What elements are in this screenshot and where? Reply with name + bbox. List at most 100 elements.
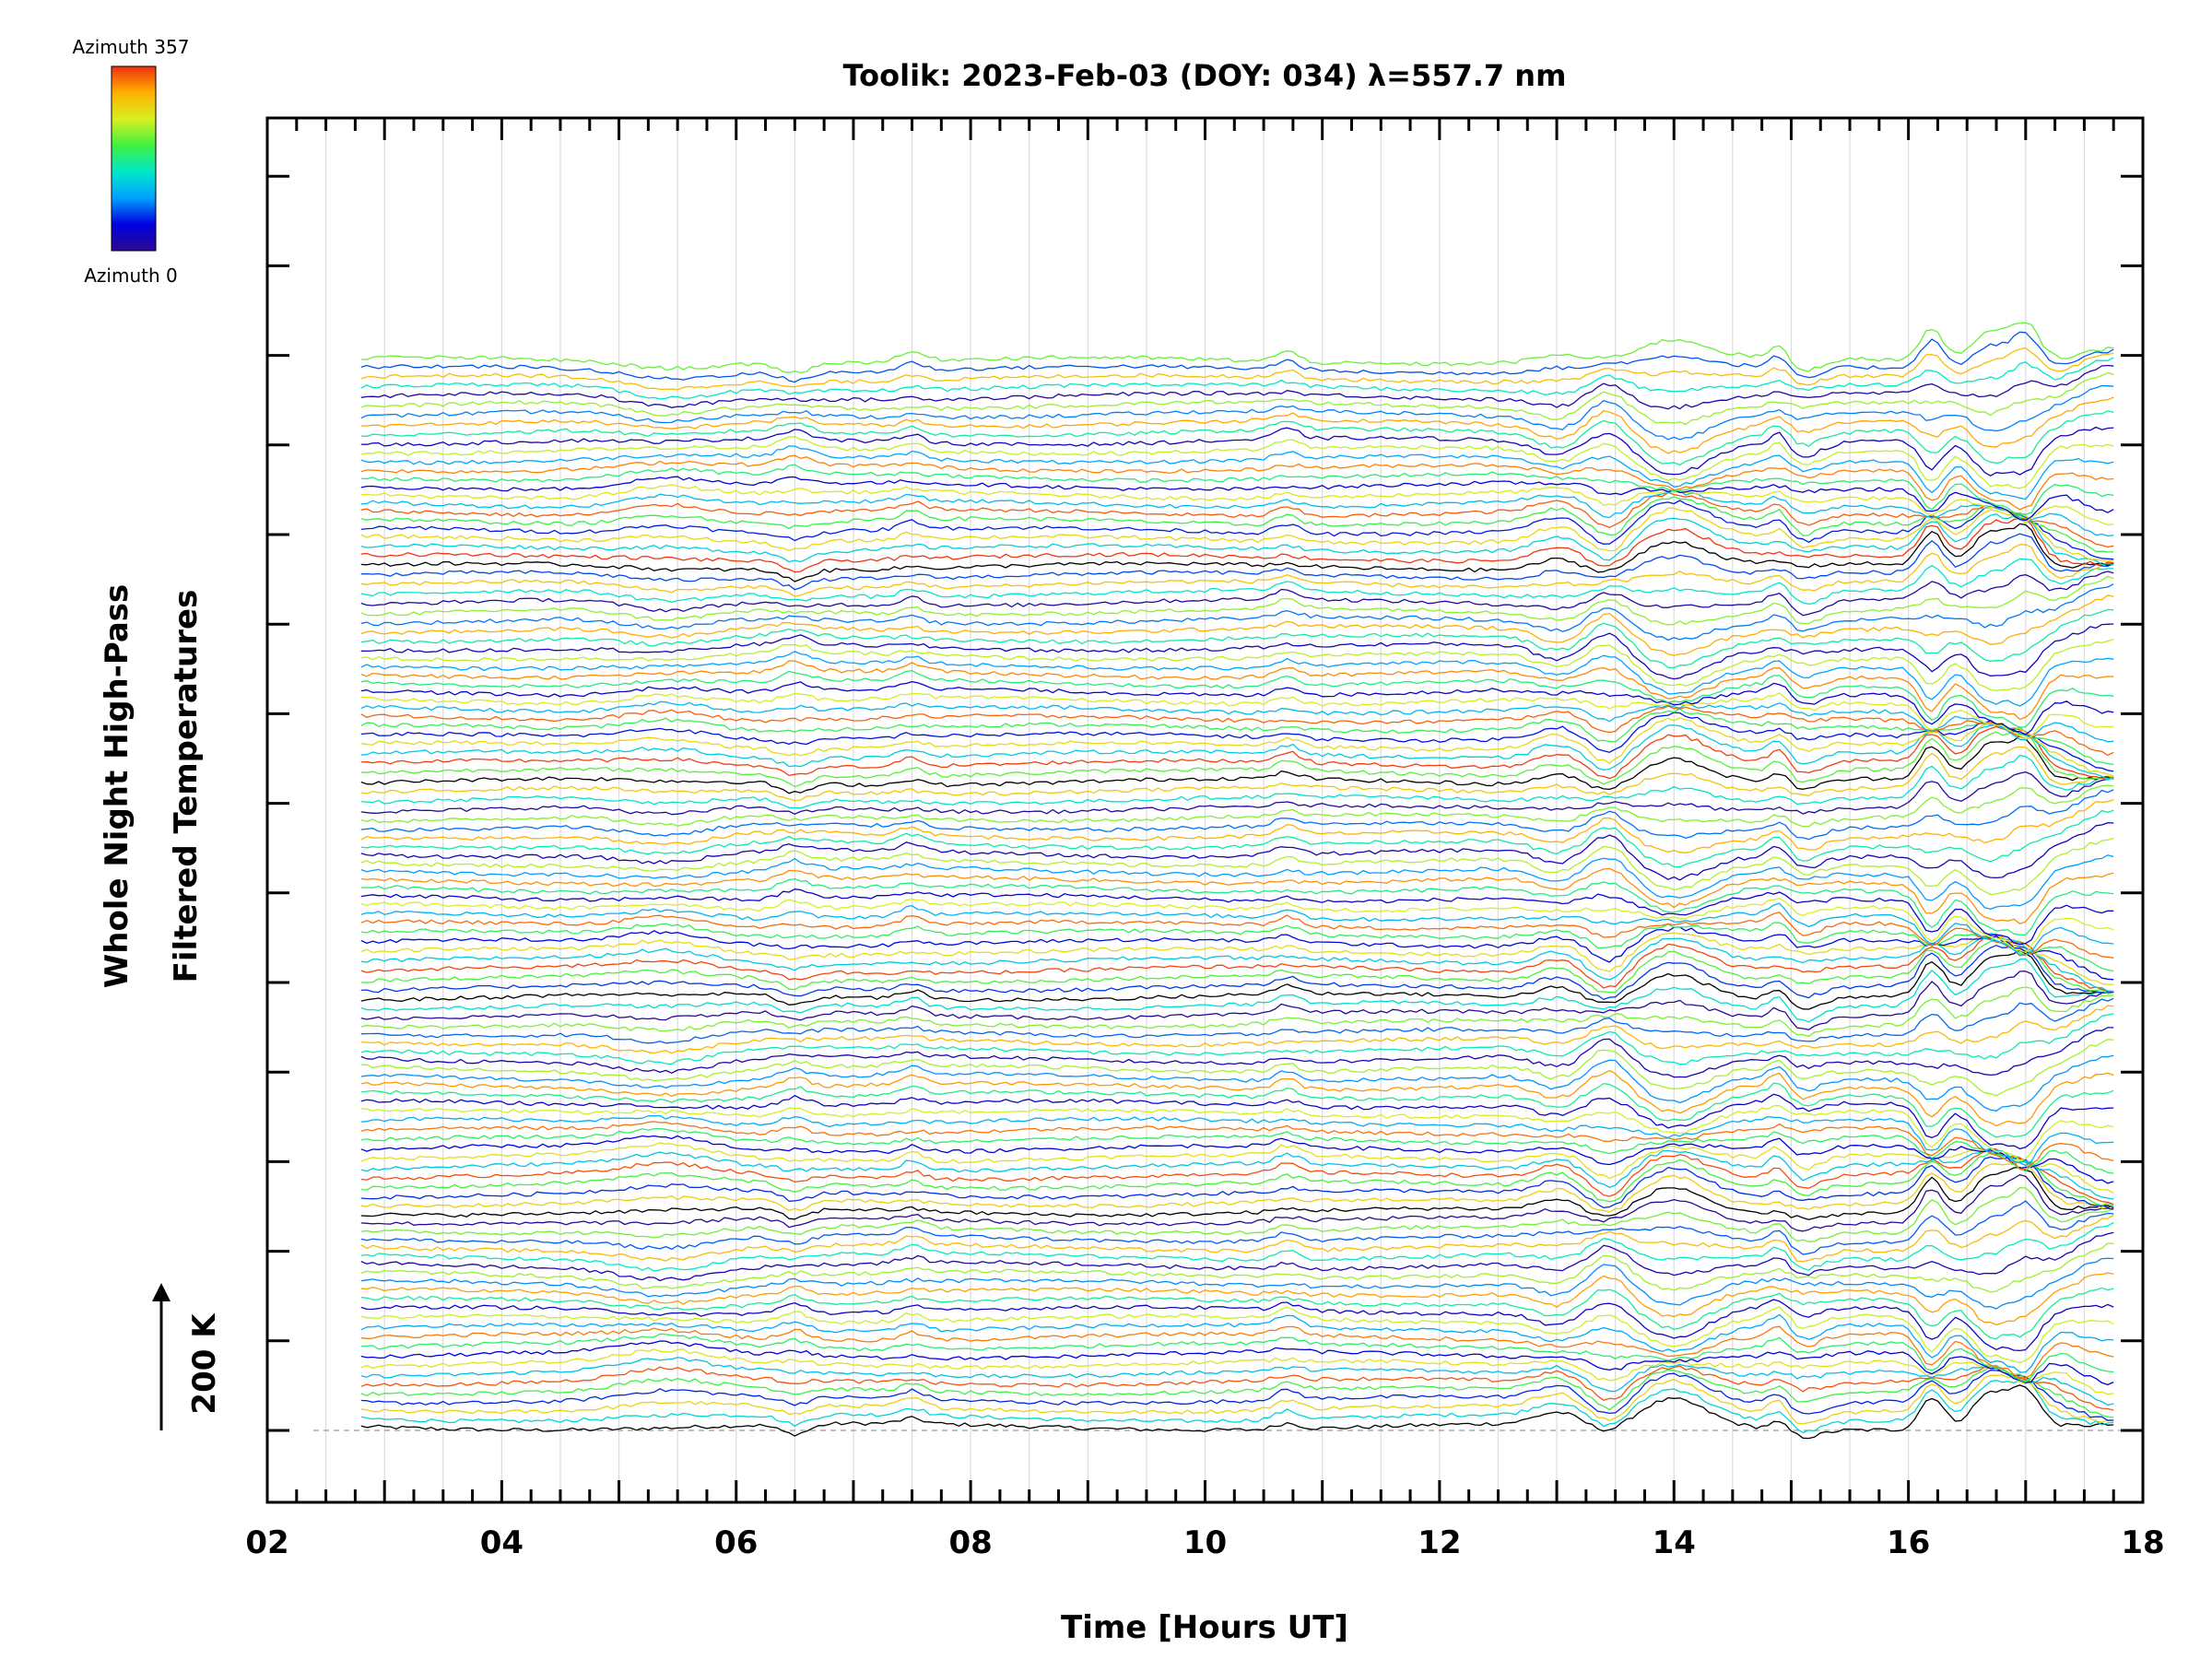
x-tick-label: 16 (1887, 1524, 1930, 1561)
series-line (360, 1039, 2114, 1097)
series-line (360, 1005, 2114, 1054)
x-tick-label: 06 (714, 1524, 758, 1561)
series-line (360, 902, 2114, 956)
series-line (360, 809, 2114, 868)
series-line (360, 594, 2114, 656)
series-line (360, 544, 2114, 597)
series-line (360, 997, 2114, 1044)
scale-label: 200 K (186, 1312, 223, 1415)
chart-title: Toolik: 2023-Feb-03 (DOY: 034) λ=557.7 n… (843, 58, 1567, 93)
x-tick-label: 12 (1418, 1524, 1461, 1561)
series-line (360, 1242, 2114, 1293)
series-line (360, 1287, 2114, 1340)
series-line (360, 1200, 2114, 1255)
series-line (360, 971, 2114, 1030)
series-line (360, 680, 2114, 735)
series-line (360, 1333, 2114, 1383)
series-line (360, 888, 2114, 946)
series-line (360, 523, 2114, 582)
series-line (360, 1357, 2114, 1406)
series-line (360, 799, 2114, 853)
series-line (360, 364, 2114, 410)
series-line (360, 1104, 2114, 1161)
series-line (360, 926, 2114, 981)
series-line (360, 371, 2114, 426)
series-line (360, 708, 2114, 765)
series-line (360, 1114, 2114, 1167)
series-line (360, 958, 2114, 1023)
series-line (360, 558, 2114, 606)
series-line (360, 1173, 2114, 1232)
series-line (360, 484, 2114, 526)
series-group (360, 322, 2114, 1440)
series-line (360, 949, 2114, 1010)
series-line (360, 575, 2114, 626)
series-line (360, 1121, 2114, 1171)
series-line (360, 583, 2114, 641)
colorbar-top-label: Azimuth 357 (73, 36, 190, 58)
series-line (360, 933, 2114, 993)
series-line (360, 932, 2114, 985)
series-line (360, 608, 2114, 669)
series-line (360, 1156, 2114, 1208)
series-line (360, 347, 2114, 391)
x-tick-labels: 02 04 06 08 10 12 14 16 18 (245, 1524, 2164, 1561)
x-tick-label: 18 (2121, 1524, 2164, 1561)
series-line (360, 500, 2114, 560)
series-line (360, 1313, 2114, 1373)
series-line (360, 725, 2114, 780)
x-tick-label: 02 (245, 1524, 288, 1561)
x-tick-label: 08 (948, 1524, 992, 1561)
series-line (360, 491, 2114, 548)
x-tick-label: 14 (1653, 1524, 1696, 1561)
series-line (360, 1186, 2114, 1242)
series-line (360, 922, 2114, 972)
series-line (360, 1166, 2114, 1220)
series-line (360, 1365, 2114, 1411)
series-line (360, 1093, 2114, 1150)
series-line (360, 357, 2114, 400)
colorbar (111, 65, 157, 252)
series-line (360, 1272, 2114, 1326)
series-line (360, 1127, 2114, 1174)
series-line (360, 454, 2114, 511)
series-line (360, 854, 2114, 911)
series-line (360, 669, 2114, 728)
series-line (360, 822, 2114, 881)
x-axis-label: Time [Hours UT] (1061, 1609, 1348, 1646)
series-line (360, 717, 2114, 777)
series-line (360, 877, 2114, 936)
series-line (360, 705, 2114, 757)
series-line (360, 1147, 2114, 1206)
series-line (360, 735, 2114, 794)
series-line (360, 396, 2114, 454)
series-line (360, 426, 2114, 477)
series-line (360, 867, 2114, 924)
colorbar-bottom-label: Azimuth 0 (84, 265, 178, 287)
series-line (360, 1231, 2114, 1282)
x-tick-label: 10 (1183, 1524, 1227, 1561)
series-line (360, 935, 2114, 993)
series-line (360, 837, 2114, 896)
series-line (360, 754, 2114, 809)
series-line (360, 384, 2114, 441)
series-line (360, 1374, 2114, 1425)
series-line (360, 1384, 2114, 1440)
series-line (360, 435, 2114, 489)
series-line (360, 945, 2114, 1001)
series-line (360, 731, 2114, 788)
series-line (360, 623, 2114, 680)
x-tick-label: 04 (480, 1524, 524, 1561)
series-line (360, 476, 2114, 522)
series-line (360, 496, 2114, 553)
series-line (360, 410, 2114, 466)
series-line (360, 746, 2114, 802)
series-line (360, 464, 2114, 515)
series-line (360, 1214, 2114, 1263)
series-line (360, 660, 2114, 721)
series-line (360, 771, 2114, 816)
series-line (360, 1370, 2114, 1421)
series-line (360, 1340, 2114, 1386)
series-line (360, 1069, 2114, 1127)
series-line (360, 490, 2114, 537)
